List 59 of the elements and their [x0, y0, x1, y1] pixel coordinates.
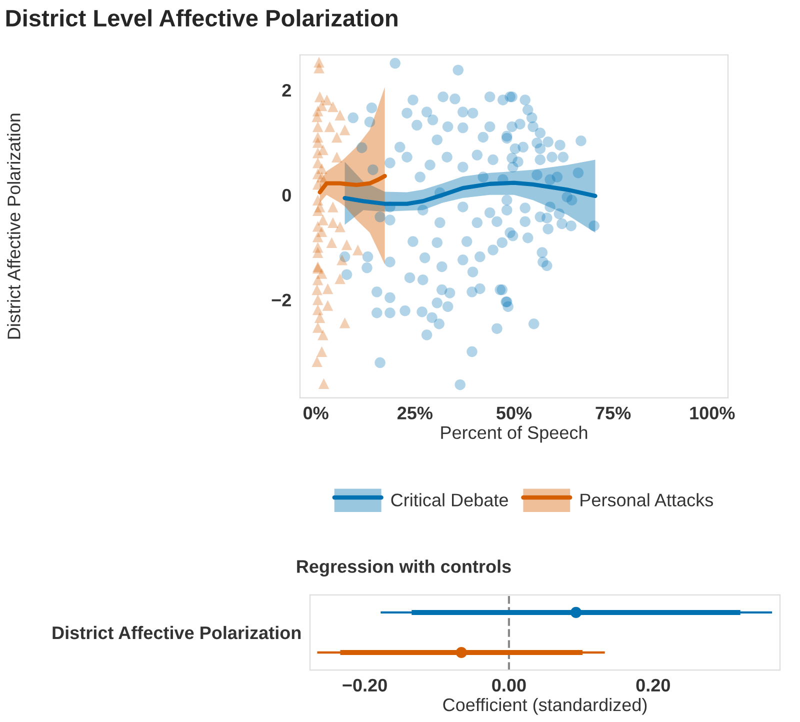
point [312, 356, 322, 368]
x-tick-label: 50% [496, 406, 532, 420]
chart-title: Regression with controls [297, 560, 511, 577]
x-tick-label: 0% [304, 406, 328, 420]
x-tick-label: 100% [690, 406, 735, 420]
point [318, 330, 328, 340]
point [312, 121, 324, 132]
point [318, 378, 330, 390]
chart-title: District Level Affective Polarization [6, 9, 398, 27]
point [312, 137, 324, 148]
point [312, 158, 324, 168]
point [352, 244, 364, 256]
point [312, 148, 324, 158]
point [334, 273, 346, 284]
point [314, 312, 326, 323]
point [312, 322, 324, 333]
point [316, 163, 328, 174]
y-axis-title: District Affective Polarization [7, 114, 20, 339]
point [316, 100, 328, 112]
y-tick-label: 2 [282, 84, 291, 97]
y-tick-label: −2 [272, 294, 291, 306]
point [312, 284, 322, 296]
point [334, 221, 346, 232]
x-tick-label: 75% [596, 406, 631, 420]
point [341, 239, 352, 250]
x-tick-label: −0.20 [342, 678, 387, 692]
point [328, 217, 338, 228]
y-tick-label: 0 [282, 188, 291, 202]
point [316, 226, 328, 237]
point [324, 121, 336, 132]
x-axis-title: Percent of Speech [441, 426, 588, 443]
legend-label: Personal Attacks [580, 493, 713, 506]
point [339, 124, 350, 136]
point [312, 168, 324, 180]
x-axis-title: Coefficient (standardized) [443, 698, 647, 715]
point [318, 214, 328, 226]
x-tick-label: 0.20 [636, 678, 670, 692]
x-tick-label: 0.00 [492, 678, 526, 692]
point [328, 202, 338, 212]
point [322, 94, 332, 106]
point [312, 304, 324, 316]
point [314, 62, 324, 74]
point [326, 237, 338, 248]
point [312, 242, 324, 253]
point [312, 294, 324, 306]
point [322, 300, 334, 311]
point [331, 132, 342, 143]
point [339, 317, 350, 328]
x-tick-label: 25% [397, 406, 433, 420]
point [331, 152, 342, 163]
point [316, 268, 328, 279]
point [336, 254, 348, 266]
point [312, 205, 324, 216]
point [316, 346, 328, 358]
point [328, 101, 338, 112]
legend-label: Critical Debate [391, 493, 508, 506]
point [322, 283, 334, 294]
point [314, 91, 326, 102]
point [334, 110, 346, 121]
